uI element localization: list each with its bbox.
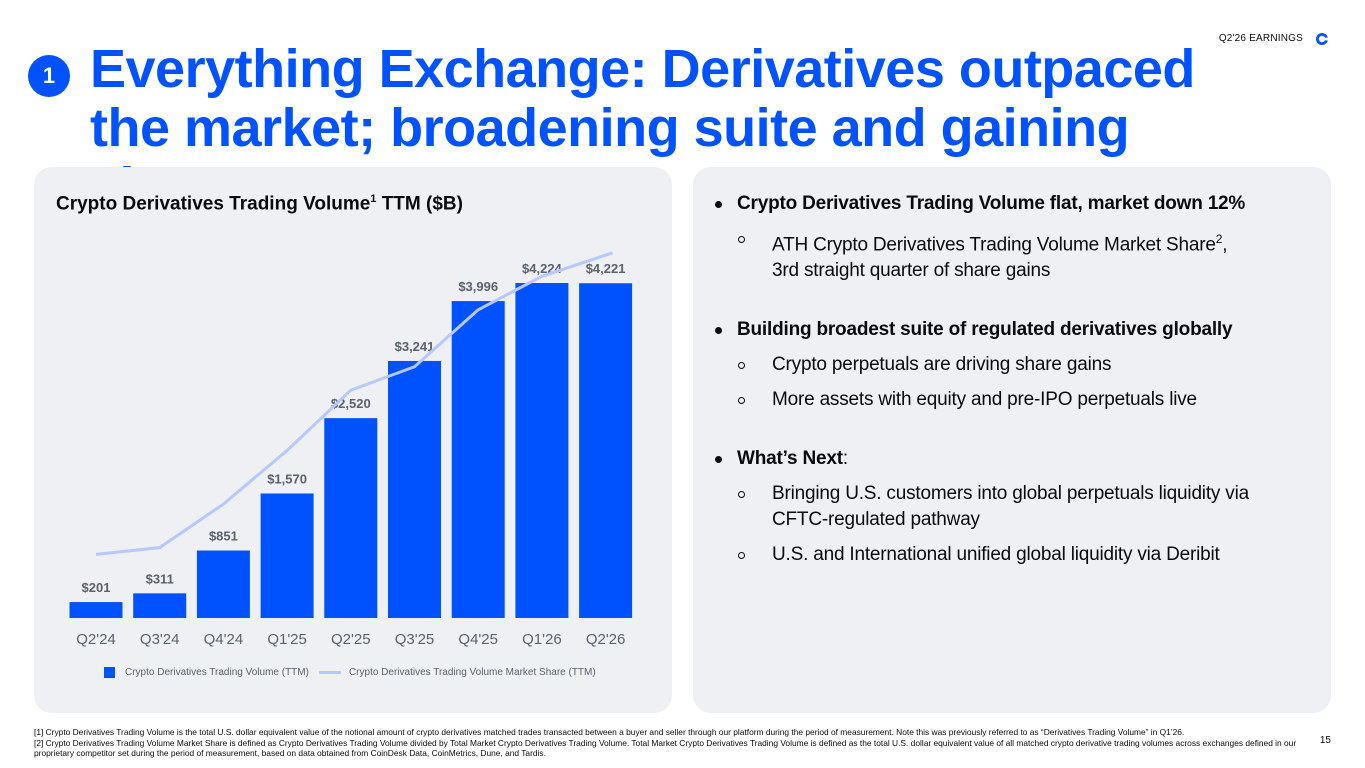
legend-item-market-share: Crypto Derivatives Trading Volume Market… [318,667,596,678]
sub-bullet-text-line2: 3rd straight quarter of share gains [772,260,1051,282]
bar [324,418,378,618]
bar [579,283,633,618]
x-tick-label: Q1'26 [522,631,562,648]
legend-label-volume: Crypto Derivatives Trading Volume (TTM) [125,667,309,678]
bullet-heading: Crypto Derivatives Trading Volume flat, … [715,191,1315,217]
header-tag: Q2'26 EARNINGS [1218,33,1303,44]
legend-swatch-bar [104,667,115,678]
bar-value-label: $1,570 [267,471,307,486]
chart-title: Crypto Derivatives Trading Volume1 TTM (… [56,193,463,215]
sub-bullet: Crypto perpetuals are driving share gain… [715,352,1315,378]
bullet-heading: Building broadest suite of regulated der… [715,317,1315,343]
bar-value-label: $4,221 [586,261,626,276]
legend-item-volume: Crypto Derivatives Trading Volume (TTM) [104,667,309,678]
x-tick-label: Q3'24 [140,631,180,648]
bar-value-label: $4,224 [522,261,563,276]
market-share-line [95,251,614,556]
highlights-panel: Crypto Derivatives Trading Volume flat, … [693,167,1331,713]
x-tick-label: Q2'26 [586,631,626,648]
chart-title-text: Crypto Derivatives Trading Volume [56,193,371,215]
sub-bullet: U.S. and International unified global li… [715,542,1315,568]
chart-legend: Crypto Derivatives Trading Volume (TTM) … [104,667,606,678]
bullet-heading: What’s Next: [715,446,1315,472]
x-tick-label: Q2'25 [331,631,371,648]
sub-bullet-text-line2: CFTC-regulated pathway [772,509,980,531]
x-tick-label: Q4'24 [204,631,244,648]
bar [260,493,314,618]
sub-bullet-text: Bringing U.S. customers into global perp… [772,483,1249,505]
x-tick-label: Q2'24 [76,631,116,648]
page-title-line-1: Everything Exchange: Derivatives outpace… [90,39,1195,99]
x-tick-label: Q1'25 [267,631,307,648]
chart-title-footnote-ref: 1 [370,193,377,205]
bar [69,602,123,618]
bar-value-label: $3,996 [458,279,498,294]
footnote-1: [1] Crypto Derivatives Trading Volume is… [34,727,1185,737]
bar-value-label: $3,241 [395,339,435,354]
sub-bullet: Bringing U.S. customers into global perp… [715,481,1315,533]
footnote-ref: 2 [1215,232,1223,246]
bar-value-label: $201 [82,580,111,595]
sub-bullet: More assets with equity and pre-IPO perp… [715,387,1315,413]
footnote-2: [2] Crypto Derivatives Trading Volume Ma… [34,737,1297,759]
legend-label-market-share: Crypto Derivatives Trading Volume Market… [348,667,596,678]
chart-title-suffix: TTM ($B) [376,193,463,215]
bar [133,593,187,618]
bullet-list: Crypto Derivatives Trading Volume flat, … [715,191,1315,601]
x-tick-label: Q4'25 [458,631,498,648]
bullet-group-2: Building broadest suite of regulated der… [715,317,1315,413]
legend-swatch-line [318,671,341,674]
sub-bullet-tail: , [1222,234,1228,256]
chart-panel: Crypto Derivatives Trading Volume1 TTM (… [34,167,672,713]
x-tick-label: Q3'25 [395,631,435,648]
bar-chart: $201Q2'24$311Q3'24$851Q4'24$1,570Q1'25$2… [69,251,633,648]
bar [388,360,441,618]
bar [451,301,505,618]
bullet-group-1: Crypto Derivatives Trading Volume flat, … [715,191,1315,284]
coinbase-logo-icon [1316,33,1328,45]
page-number: 15 [1319,735,1331,746]
sub-bullet-text: ATH Crypto Derivatives Trading Volume Ma… [772,234,1216,256]
bullet-group-3: What’s Next: Bringing U.S. customers int… [715,446,1315,568]
bullet-heading-text: What’s Next [737,448,843,470]
bar [196,550,250,618]
bar [515,283,569,618]
footnotes: [1] Crypto Derivatives Trading Volume is… [34,727,1304,759]
bar-value-label: $851 [209,529,238,544]
step-number-badge: 1 [28,55,70,97]
sub-bullet: ATH Crypto Derivatives Trading Volume Ma… [715,226,1315,284]
bar-value-label: $311 [146,571,174,586]
bullet-heading-tail: : [842,448,848,470]
